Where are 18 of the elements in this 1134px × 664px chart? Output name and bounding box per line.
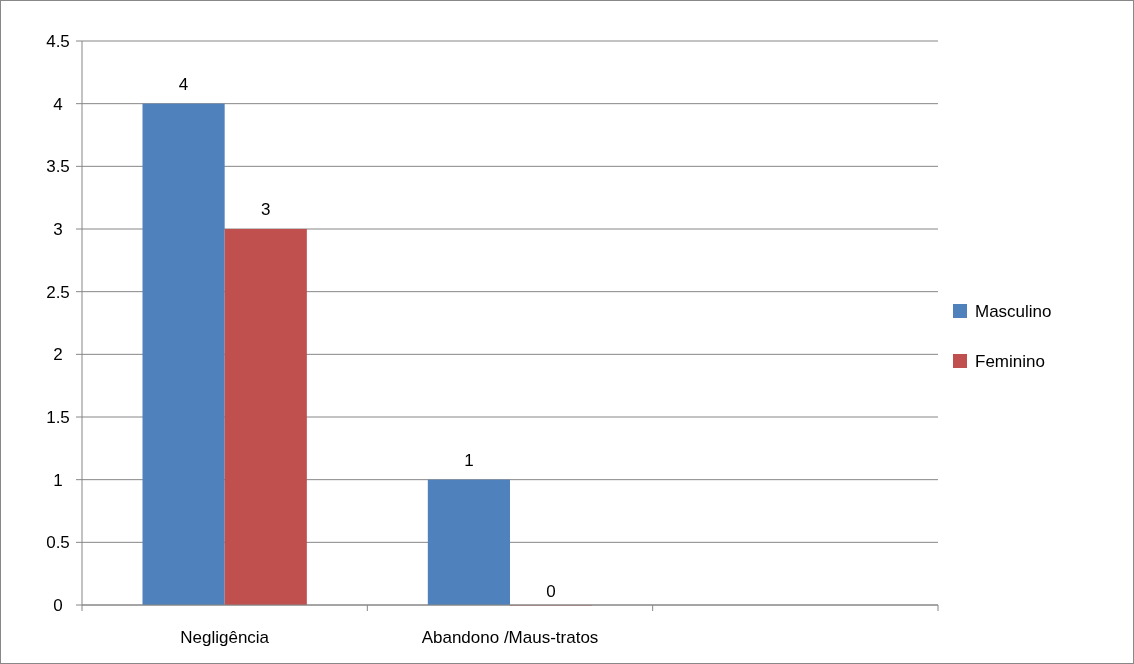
data-label: 0 bbox=[546, 582, 556, 601]
legend-label: Feminino bbox=[975, 351, 1045, 371]
y-tick-label: 2 bbox=[53, 345, 63, 365]
data-label: 1 bbox=[464, 450, 474, 470]
y-tick-label: 3 bbox=[53, 219, 63, 239]
y-tick-label: 1.5 bbox=[46, 407, 70, 427]
y-tick-label: 0 bbox=[53, 595, 63, 615]
y-tick-label: 0.5 bbox=[46, 533, 70, 553]
y-tick-label: 4.5 bbox=[46, 31, 70, 51]
x-tick-label: Abandono /Maus-tratos bbox=[421, 628, 599, 647]
x-tick-label: Negligência bbox=[180, 628, 270, 647]
y-tick-label: 4 bbox=[53, 94, 63, 114]
legend-label: Masculino bbox=[975, 301, 1052, 321]
data-label: 3 bbox=[261, 200, 271, 219]
data-label: 4 bbox=[178, 74, 189, 94]
y-tick-label: 1 bbox=[53, 470, 63, 490]
y-tick-label: 3.5 bbox=[46, 157, 70, 177]
y-tick-label: 2.5 bbox=[46, 282, 70, 302]
